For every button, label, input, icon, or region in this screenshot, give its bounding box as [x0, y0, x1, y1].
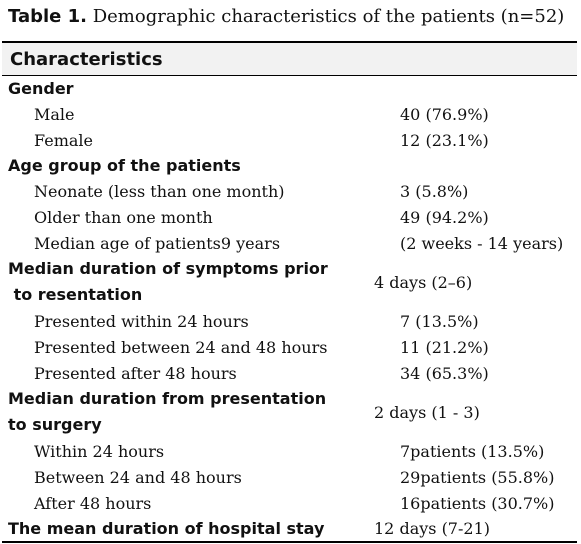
row-label-line1: Median duration of symptoms prior [8, 259, 328, 278]
row-value: 3 (5.8%) [400, 181, 469, 201]
table-section-row: Gender [2, 76, 577, 101]
table-row: Presented within 24 hours 7 (13.5%) [2, 308, 577, 334]
row-label: Gender [8, 79, 74, 98]
table-row: Neonate (less than one month) 3 (5.8%) [2, 178, 577, 204]
table-caption-label: Table 1. [8, 6, 87, 27]
row-label: Female [34, 130, 93, 150]
row-value: 49 (94.2%) [400, 207, 489, 227]
row-value: 40 (76.9%) [400, 104, 489, 124]
row-value: 16patients (30.7%) [400, 493, 555, 513]
row-label: Between 24 and 48 hours [34, 467, 242, 487]
row-label-line2: to surgery [8, 415, 102, 434]
row-label: Older than one month [34, 207, 213, 227]
table-row: Median age of patients9 years (2 weeks - … [2, 230, 577, 256]
row-label: After 48 hours [34, 493, 152, 513]
row-label: Median duration of symptoms prior to res… [2, 256, 368, 308]
row-value: 2 days (1 - 3) [374, 402, 480, 422]
row-label: Median age of patients9 years [34, 233, 281, 253]
table-caption: Table 1. Demographic characteristics of … [8, 6, 564, 27]
header-characteristics: Characteristics [10, 48, 163, 70]
row-label-line1: Median duration from presentation [8, 389, 327, 408]
row-value: (2 weeks - 14 years) [400, 233, 564, 253]
row-label: Male [34, 104, 75, 124]
row-value: 34 (65.3%) [400, 363, 489, 383]
table-header: Characteristics [2, 43, 577, 76]
table-body: Gender Male 40 (76.9%) Female 12 (23.1%) Age … [2, 76, 577, 541]
row-label: Presented between 24 and 48 hours [34, 337, 328, 357]
row-label: Presented within 24 hours [34, 311, 249, 331]
row-label: The mean duration of hospital stay [8, 519, 325, 538]
row-value: 11 (21.2%) [400, 337, 489, 357]
demographics-table: Characteristics Gender Male 40 (76.9%) Fema… [2, 41, 577, 543]
table-section-row: Median duration from presentation to surg… [2, 386, 577, 438]
row-label: Median duration from presentation to surg… [2, 386, 368, 438]
table-row: Male 40 (76.9%) [2, 101, 577, 127]
table-row: Older than one month 49 (94.2%) [2, 204, 577, 230]
row-value: 7 (13.5%) [400, 311, 479, 331]
row-value: 4 days (2–6) [374, 272, 473, 292]
table-section-row: Age group of the patients [2, 153, 577, 178]
table-row: Presented between 24 and 48 hours 11 (21.… [2, 334, 577, 360]
row-value: 7patients (13.5%) [400, 441, 545, 461]
table-section-row: Median duration of symptoms prior to res… [2, 256, 577, 308]
table-row: After 48 hours 16patients (30.7%) [2, 490, 577, 516]
row-value: 12 (23.1%) [400, 130, 489, 150]
row-label: Neonate (less than one month) [34, 181, 285, 201]
table-row: Within 24 hours 7patients (13.5%) [2, 438, 577, 464]
table-row: Female 12 (23.1%) [2, 127, 577, 153]
row-label: Age group of the patients [8, 156, 241, 175]
row-label: Presented after 48 hours [34, 363, 237, 383]
row-value: 12 days (7-21) [374, 519, 490, 538]
row-label: Within 24 hours [34, 441, 165, 461]
table-caption-text: Demographic characteristics of the patie… [87, 6, 565, 27]
table-section-row: The mean duration of hospital stay 12 day… [2, 516, 577, 541]
row-label-line2: to resentation [8, 285, 143, 304]
table-row: Presented after 48 hours 34 (65.3%) [2, 360, 577, 386]
table-row: Between 24 and 48 hours 29patients (55.8%… [2, 464, 577, 490]
row-value: 29patients (55.8%) [400, 467, 555, 487]
